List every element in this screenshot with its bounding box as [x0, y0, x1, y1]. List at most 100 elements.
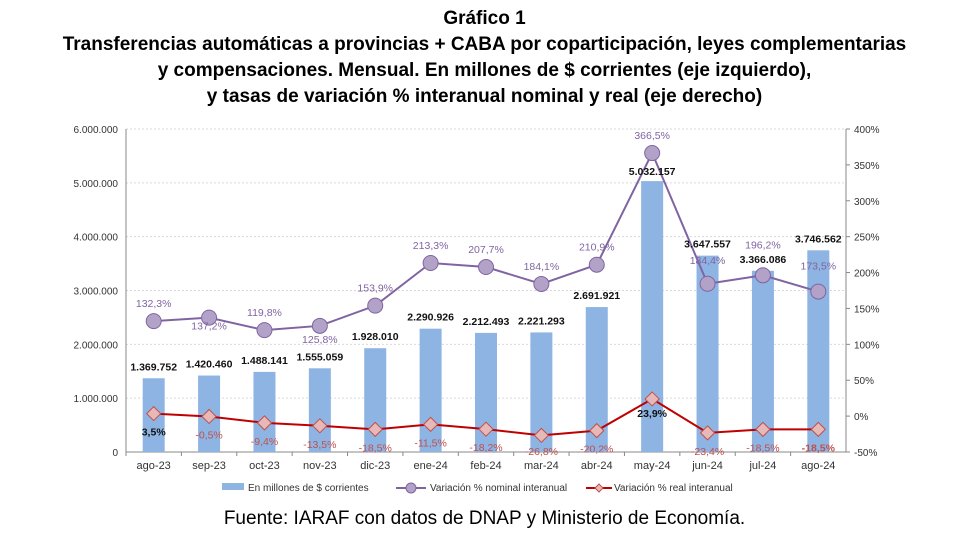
x-tick-label: jul-24: [748, 460, 776, 472]
bar-data-label: 1.928.010: [352, 331, 399, 343]
real-data-label: 3,5%: [142, 427, 167, 439]
x-tick-label: ago-23: [137, 460, 171, 472]
bar-data-label: 1.369.752: [130, 361, 177, 373]
left-tick-label: 1.000.000: [74, 394, 119, 405]
right-tick-label: 150%: [854, 304, 880, 315]
x-tick-label: sep-23: [192, 460, 226, 472]
x-tick-label: jun-24: [691, 460, 723, 472]
right-tick-label: 400%: [854, 125, 880, 136]
chart-title: Gráfico 1 Transferencias automáticas a p…: [0, 6, 969, 110]
bar-data-label: 3.366.086: [740, 254, 787, 266]
nominal-data-label: 207,7%: [468, 244, 504, 256]
left-tick-label: 3.000.000: [74, 287, 119, 298]
nominal-data-label: 137,2%: [191, 321, 227, 333]
real-point: [478, 421, 494, 437]
bar-data-label: 2.691.921: [573, 290, 620, 302]
bar: [585, 307, 608, 452]
real-data-label: -0,5%: [195, 429, 222, 441]
x-tick-label: dic-23: [360, 460, 390, 472]
real-point: [699, 425, 716, 441]
bar-data-label: 1.488.141: [241, 355, 288, 367]
bar-data-label: 5.032.157: [629, 166, 676, 178]
nominal-data-label: 213,3%: [413, 240, 449, 252]
real-data-label: -18,2%: [469, 442, 502, 454]
nominal-point: [810, 283, 827, 300]
bar: [807, 250, 830, 452]
nominal-data-label: 119,8%: [247, 307, 282, 319]
bar: [530, 332, 553, 452]
bar-data-label: 3.746.562: [795, 233, 842, 245]
real-point: [422, 416, 439, 433]
bar-data-label: 1.420.460: [186, 359, 233, 371]
bar-data-label: 2.221.293: [518, 315, 565, 327]
title-line: Transferencias automáticas a provincias …: [62, 34, 907, 55]
right-tick-label: 0%: [854, 412, 869, 423]
legend-marker-real: [594, 483, 604, 493]
bar: [696, 255, 719, 452]
bar-data-label: 3.647.557: [684, 239, 731, 251]
real-point: [201, 408, 217, 425]
nominal-point: [201, 309, 218, 326]
nominal-point: [644, 145, 661, 162]
legend-swatch-bars: [222, 483, 244, 490]
bar: [308, 368, 331, 452]
real-data-label: -13,5%: [303, 439, 336, 451]
right-tick-label: 200%: [854, 269, 880, 280]
x-tick-label: may-24: [634, 460, 671, 472]
left-tick-label: 4.000.000: [74, 233, 119, 244]
nominal-data-label: 184,1%: [524, 261, 560, 273]
nominal-data-label: 196,2%: [745, 239, 781, 251]
bar: [253, 371, 276, 452]
real-point: [533, 427, 550, 444]
left-tick-label: 0: [112, 448, 118, 459]
x-tick-label: abr-24: [581, 460, 613, 472]
right-tick-label: 300%: [854, 197, 880, 208]
nominal-data-label: 210,9%: [579, 242, 615, 254]
nominal-point: [311, 317, 328, 334]
real-point: [810, 421, 827, 438]
real-data-label: -20,2%: [580, 444, 613, 456]
nominal-data-label: 366,5%: [634, 130, 670, 142]
real-data-label: -11,5%: [414, 437, 447, 449]
legend-label: Variación % nominal interanual: [430, 483, 567, 494]
nominal-data-label: 173,5%: [800, 261, 836, 273]
real-point: [755, 421, 771, 438]
right-tick-label: -50%: [854, 448, 877, 459]
nominal-point: [145, 313, 162, 330]
real-data-label: -18,5%: [746, 442, 779, 454]
x-tick-label: ene-24: [413, 460, 447, 472]
nominal-point: [588, 256, 605, 273]
bar: [419, 328, 442, 452]
x-tick-label: ago-24: [801, 460, 835, 472]
bar: [641, 181, 664, 452]
real-data-label: -9,4%: [251, 436, 278, 448]
left-tick-label: 6.000.000: [74, 125, 119, 136]
nominal-point: [256, 322, 273, 339]
right-tick-label: 100%: [854, 340, 880, 351]
x-tick-label: nov-23: [303, 460, 337, 472]
real-data-label: -18,5%: [359, 442, 392, 454]
title-line: y compensaciones. Mensual. En millones d…: [157, 60, 812, 81]
x-tick-label: mar-24: [524, 460, 559, 472]
nominal-data-label: 153,9%: [357, 283, 393, 295]
real-point: [256, 415, 273, 431]
nominal-point: [533, 275, 550, 292]
real-data-label: -26,8%: [525, 446, 558, 458]
left-tick-label: 2.000.000: [74, 340, 119, 351]
real-data-label: -23,4%: [691, 446, 724, 458]
nominal-point: [699, 275, 716, 292]
real-data-label: 23,9%: [637, 408, 667, 420]
bar-data-label: 2.290.926: [407, 312, 454, 324]
bar-data-label: 2.212.493: [463, 316, 510, 328]
bar: [475, 332, 497, 452]
x-tick-label: oct-23: [249, 460, 280, 472]
nominal-data-label: 125,8%: [302, 334, 338, 346]
real-point: [145, 405, 162, 422]
right-tick-label: 250%: [854, 233, 880, 244]
source-note: Fuente: IARAF con datos de DNAP y Minist…: [223, 508, 746, 529]
right-tick-label: 350%: [854, 161, 880, 172]
bar-data-label: 1.555.059: [296, 351, 343, 363]
real-point: [644, 391, 660, 407]
title-line: y tasas de variación % interanual nomina…: [206, 86, 763, 107]
